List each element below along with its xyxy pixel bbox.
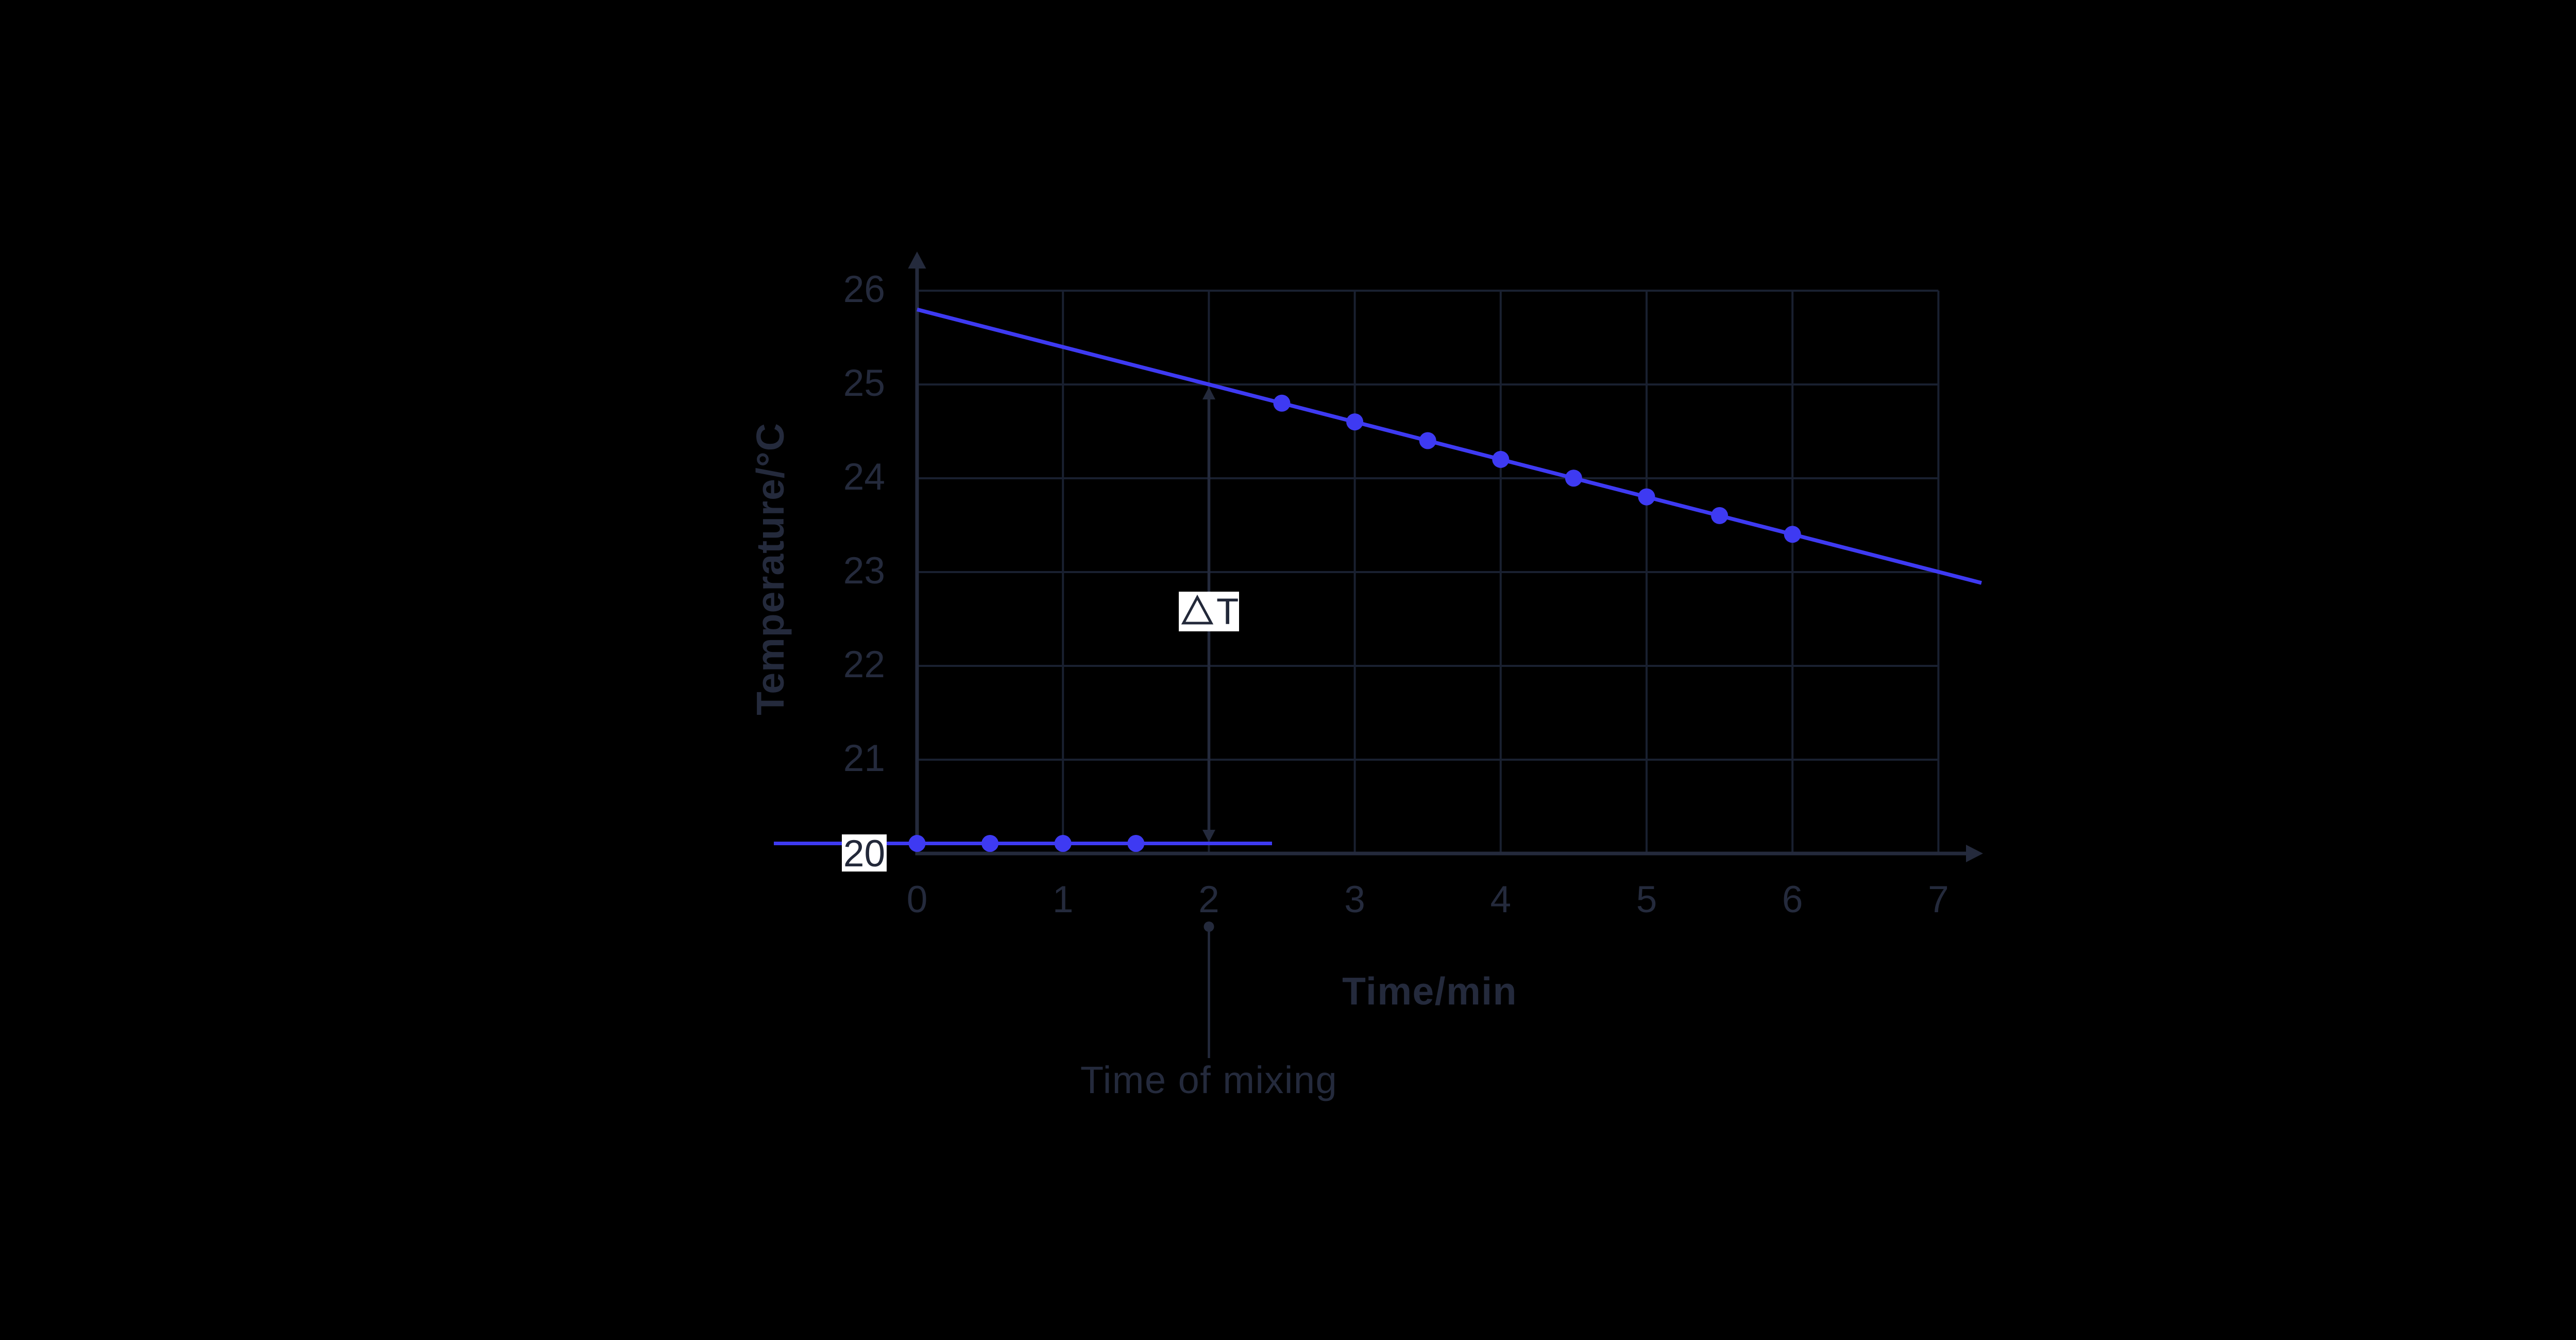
- svg-text:6: 6: [1782, 879, 1803, 920]
- svg-text:25: 25: [843, 362, 885, 404]
- svg-text:1: 1: [1053, 879, 1074, 920]
- svg-text:24: 24: [843, 456, 885, 498]
- svg-text:5: 5: [1636, 879, 1657, 920]
- svg-text:20: 20: [843, 833, 885, 875]
- svg-text:3: 3: [1344, 879, 1365, 920]
- svg-text:21: 21: [843, 738, 885, 779]
- svg-text:22: 22: [843, 644, 885, 685]
- svg-text:Time of mixing: Time of mixing: [1080, 1059, 1337, 1101]
- svg-text:2: 2: [1198, 879, 1219, 920]
- svg-text:Temperature/°C: Temperature/°C: [749, 423, 792, 715]
- svg-text:7: 7: [1928, 879, 1949, 920]
- svg-text:4: 4: [1490, 879, 1511, 920]
- svg-text:26: 26: [843, 269, 885, 310]
- svg-text:23: 23: [843, 550, 885, 592]
- svg-text:Time/min: Time/min: [1342, 969, 1517, 1013]
- svg-text:0: 0: [907, 879, 928, 920]
- svg-text:T: T: [1216, 592, 1239, 632]
